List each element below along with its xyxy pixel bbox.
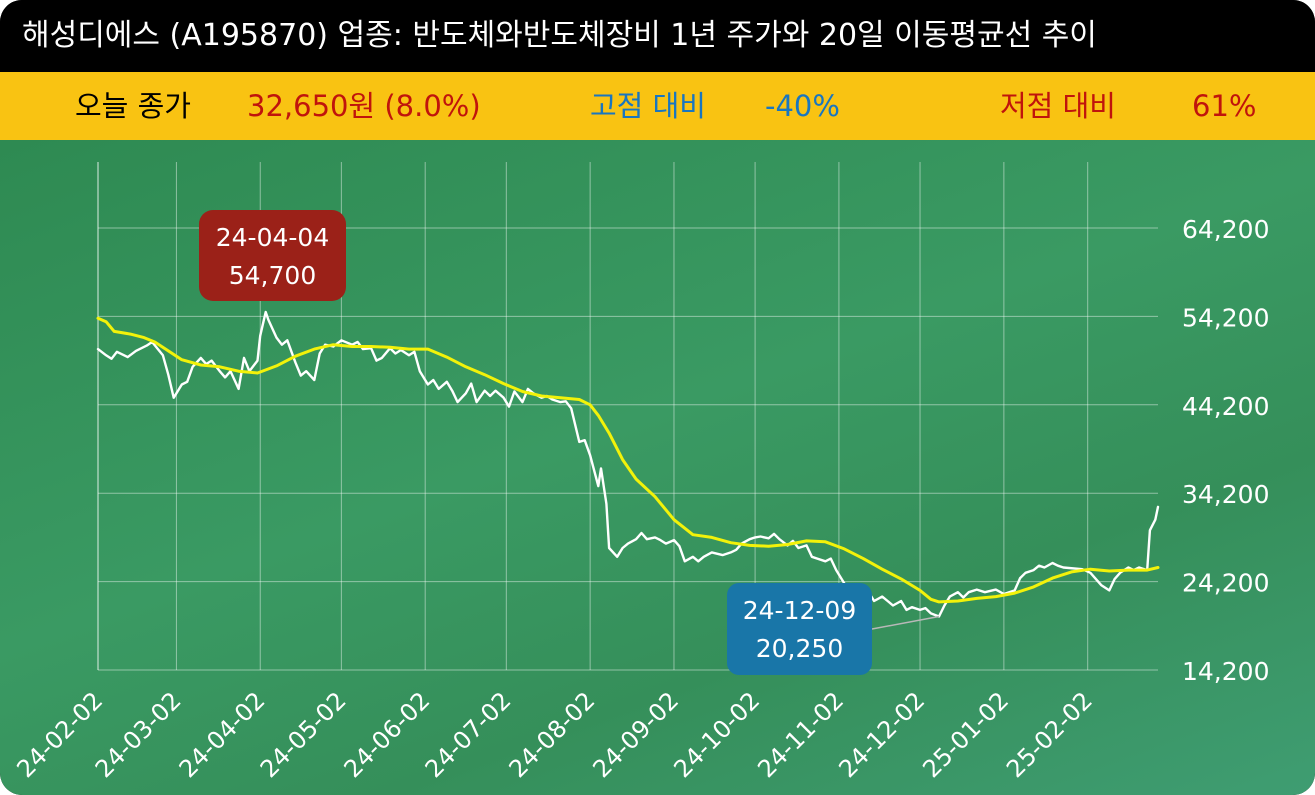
x-tick-label: 24-11-02 xyxy=(752,686,849,783)
x-tick-label: 24-09-02 xyxy=(587,686,684,783)
ma20-line xyxy=(96,316,1160,604)
annotations: 24-04-04 54,700 24-12-09 20,250 xyxy=(199,210,940,675)
y-tick-label: 14,200 xyxy=(1182,657,1269,686)
low-compare-value: 61% xyxy=(1192,89,1257,123)
y-tick-labels: 64,200 54,200 44,200 34,200 24,200 14,200 xyxy=(1182,215,1269,686)
low-annotation-box xyxy=(727,583,872,675)
y-tick-label: 54,200 xyxy=(1182,303,1269,332)
x-tick-label: 24-03-02 xyxy=(90,686,187,783)
x-tick-label: 24-08-02 xyxy=(504,686,601,783)
x-tick-labels: 24-02-0224-03-0224-04-0224-05-0224-06-02… xyxy=(11,686,1098,783)
x-tick-label: 24-05-02 xyxy=(255,686,352,783)
y-tick-label: 64,200 xyxy=(1182,215,1269,244)
stats-bar: 오늘 종가 32,650원 (8.0%) 고점 대비 -40% 저점 대비 61… xyxy=(0,72,1315,140)
x-tick-label: 24-07-02 xyxy=(420,686,517,783)
line-chart: 64,200 54,200 44,200 34,200 24,200 14,200 24-… xyxy=(11,162,1269,783)
y-tick-label: 34,200 xyxy=(1182,480,1269,509)
x-tick-label: 24-10-02 xyxy=(669,686,766,783)
high-compare-label: 고점 대비 xyxy=(590,89,706,123)
low-annotation-connector xyxy=(871,615,940,630)
x-tick-label: 24-12-02 xyxy=(833,686,930,783)
low-annotation-value: 20,250 xyxy=(756,634,843,663)
low-compare-label: 저점 대비 xyxy=(1000,89,1116,123)
y-tick-label: 24,200 xyxy=(1182,569,1269,598)
chart-area: 64,200 54,200 44,200 34,200 24,200 14,200 24-… xyxy=(0,140,1315,795)
series-lines xyxy=(96,310,1160,618)
x-tick-label: 24-06-02 xyxy=(339,686,436,783)
close-value: 32,650원 (8.0%) xyxy=(247,89,481,123)
high-annotation-box xyxy=(199,210,346,301)
x-tick-label: 25-02-02 xyxy=(1001,686,1098,783)
high-compare-value: -40% xyxy=(765,89,840,123)
x-tick-label: 24-04-02 xyxy=(174,686,271,783)
y-tick-label: 44,200 xyxy=(1182,392,1269,421)
high-annotation-value: 54,700 xyxy=(229,261,316,290)
chart-title: 해성디에스 (A195870) 업종: 반도체와반도체장비 1년 주가와 20일… xyxy=(22,18,1097,53)
close-label: 오늘 종가 xyxy=(75,89,191,123)
price-line xyxy=(96,310,1160,618)
title-bar: 해성디에스 (A195870) 업종: 반도체와반도체장비 1년 주가와 20일… xyxy=(0,0,1315,72)
high-annotation-date: 24-04-04 xyxy=(216,223,329,252)
x-tick-label: 25-01-02 xyxy=(917,686,1014,783)
low-annotation-date: 24-12-09 xyxy=(743,596,856,625)
